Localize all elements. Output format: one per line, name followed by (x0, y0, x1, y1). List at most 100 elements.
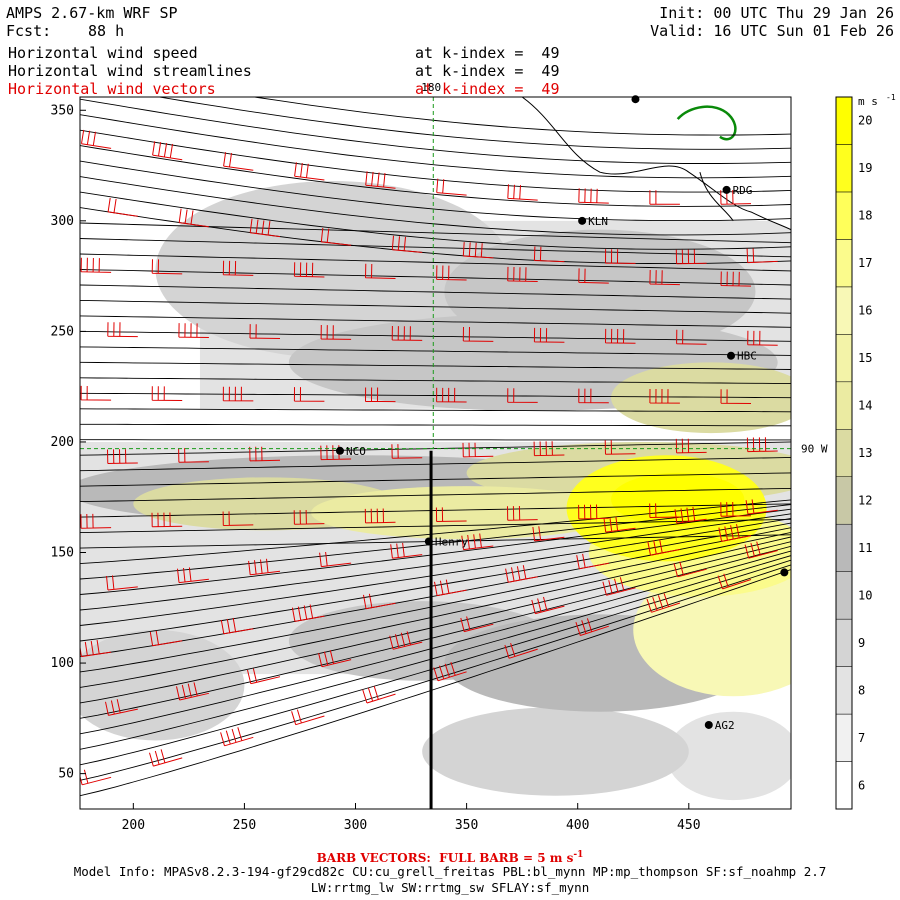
wind-barbs (80, 129, 778, 786)
colorbar-frame (835, 96, 853, 810)
wind-barb-107 (578, 188, 609, 204)
streamline-5 (80, 545, 791, 719)
x-tick-label-0: 200 (122, 818, 145, 833)
wind-barb-75 (462, 326, 494, 342)
wind-barb-38 (674, 506, 707, 524)
wind-barb-66 (507, 388, 538, 403)
wind-barb-44 (364, 508, 396, 524)
speed-region-9 (611, 362, 791, 434)
wind-barb-22 (220, 617, 254, 635)
wind-barb-87 (578, 268, 609, 284)
wind-barb-71 (178, 323, 209, 338)
colorbar-label-10: 16 (858, 304, 872, 318)
colorbar-label-6: 12 (858, 493, 872, 507)
colorbar-unit-exp: -1 (886, 93, 896, 102)
wind-barb-79 (747, 330, 778, 346)
wind-barb-12 (247, 668, 281, 685)
station-marker-0 (335, 446, 344, 455)
streamline-41 (80, 160, 791, 222)
wind-barb-54 (391, 444, 423, 459)
wind-barb-102 (223, 152, 254, 171)
wind-barb-89 (720, 271, 752, 287)
station-label-4: HBC (737, 350, 757, 363)
wind-barb-26 (505, 565, 538, 583)
colorbar-label-4: 10 (858, 588, 872, 602)
wind-barb-19 (744, 541, 778, 559)
wind-barb-65 (436, 387, 467, 403)
wind-barb-80 (80, 257, 112, 273)
field-name-vectors: Horizontal wind vectors (8, 80, 216, 98)
streamline-1 (80, 564, 791, 781)
forecast-label: Fcst: (6, 22, 52, 40)
wind-barb-61 (151, 386, 183, 401)
streamline-35 (80, 253, 791, 272)
streamline-11 (80, 518, 791, 626)
wind-barb-41 (151, 512, 183, 528)
wind-barb-31 (177, 567, 209, 584)
y-tick-label-0: 50 (58, 767, 74, 782)
colorbar-swatch-12 (835, 191, 853, 240)
wind-barb-23 (291, 604, 325, 622)
streamline-26 (80, 392, 791, 399)
wind-barb-3 (291, 709, 325, 726)
wind-barb-106 (507, 184, 538, 201)
colorbar-label-8: 14 (858, 399, 872, 413)
streamline-2 (80, 559, 791, 766)
streamlines (80, 97, 791, 797)
colorbar-label-2: 8 (858, 683, 865, 697)
wind-barb-17 (602, 577, 636, 596)
wind-barb-58 (675, 438, 707, 454)
wind-speed-shading (80, 181, 791, 801)
wind-barb-49 (720, 501, 752, 517)
wind-barb-32 (248, 558, 281, 576)
wind-barb-18 (673, 561, 707, 578)
model-info: Model Info: MPASv8.2.3-194-gf29cd82c CU:… (73, 864, 827, 879)
wind-barb-51 (178, 448, 209, 463)
wind-barb-83 (293, 262, 325, 278)
wind-barb-85 (436, 265, 467, 281)
wind-barb-63 (293, 387, 325, 402)
wind-barb-14 (389, 631, 423, 650)
station-marker-6 (780, 568, 789, 577)
wind-barb-21 (149, 630, 183, 647)
forecast-hours: 88 h (88, 22, 125, 40)
wind-barb-40 (80, 513, 112, 529)
streamline-32 (80, 299, 791, 314)
colorbar-swatch-5 (835, 523, 853, 572)
wind-barb-33 (319, 551, 352, 568)
wind-barb-95 (462, 242, 494, 259)
streamline-3 (80, 555, 791, 750)
wind-barb-37 (603, 516, 636, 533)
field-level-speed: at k-index = 49 (415, 44, 560, 62)
y-tick-label-2: 150 (51, 546, 74, 561)
wind-barb-46 (507, 505, 538, 521)
station-marker-7 (631, 95, 640, 104)
field-level-streamlines: at k-index = 49 (415, 62, 560, 80)
wind-barb-10 (105, 699, 138, 716)
colorbar-unit: m s (858, 95, 878, 108)
wind-barb-92 (249, 218, 281, 238)
wind-barb-2 (220, 727, 254, 747)
wind-barb-9 (717, 573, 752, 590)
streamline-0 (80, 569, 791, 797)
streamline-25 (80, 408, 791, 413)
streamline-39 (80, 191, 791, 250)
speed-region-16 (611, 472, 745, 526)
wind-barb-96 (533, 246, 565, 263)
streamline-13 (80, 508, 791, 595)
streamline-36 (80, 238, 791, 258)
init-time: Init: 00 UTC Thu 29 Jan 26 (659, 4, 894, 22)
wind-barb-72 (249, 324, 281, 339)
wind-barb-7 (575, 618, 609, 636)
wind-barb-24 (363, 593, 396, 610)
wind-barb-77 (605, 328, 636, 344)
streamline-15 (80, 499, 791, 565)
wind-barb-94 (391, 235, 423, 253)
streamline-22 (80, 441, 791, 456)
lat-lon-lines (80, 97, 791, 450)
wind-barb-5 (433, 661, 467, 682)
wind-barb-8 (646, 593, 681, 613)
wind-barb-30 (106, 575, 138, 591)
wind-barb-100 (81, 129, 112, 149)
barb-legend: BARB VECTORS: FULL BARB = 5 m s-1 (0, 850, 900, 865)
